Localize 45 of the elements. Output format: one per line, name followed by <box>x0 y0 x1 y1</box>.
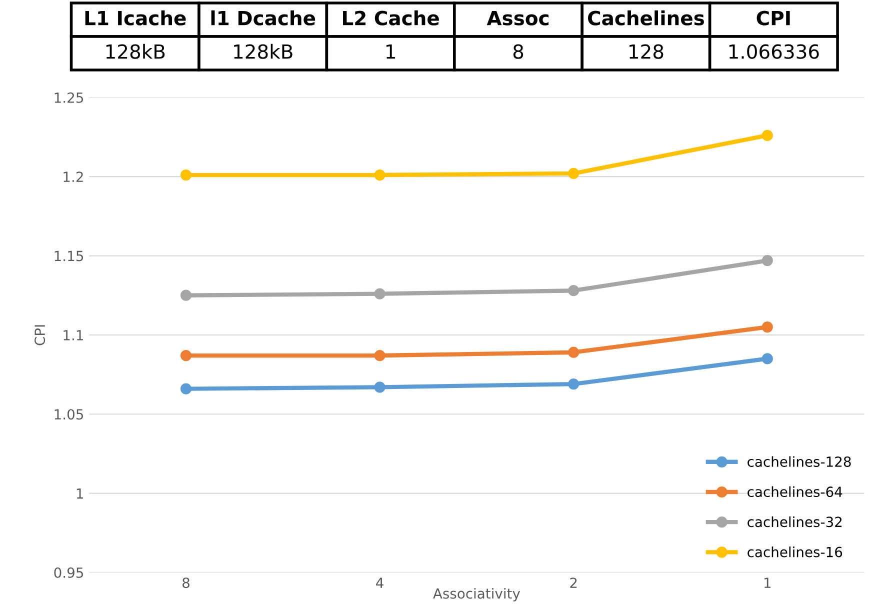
x-tick-label: 2 <box>570 578 577 588</box>
point <box>568 378 580 390</box>
point <box>762 130 773 141</box>
text: 1 <box>386 44 395 59</box>
text: Cachelines <box>588 10 704 26</box>
legend-label: cachelines-32 <box>748 516 842 528</box>
x-tick-label: 1 <box>764 578 771 588</box>
point <box>374 350 386 362</box>
x-axis-title: Associativity <box>433 588 520 602</box>
y-tick-label: 1.15 <box>54 250 84 262</box>
text: L2 Cache <box>343 10 439 26</box>
point <box>180 383 192 394</box>
text: 128kB <box>106 44 165 59</box>
point <box>374 382 386 393</box>
point <box>762 321 773 333</box>
x-tick-label: 8 <box>182 578 190 588</box>
text: 128 <box>630 44 664 59</box>
legend-label: cachelines-16 <box>748 546 842 558</box>
text: l1 Dcache <box>211 10 316 26</box>
point <box>568 168 580 179</box>
point <box>568 285 580 296</box>
text: Assoc <box>486 10 549 26</box>
y-tick-label: 1.25 <box>54 92 84 103</box>
point <box>568 346 580 358</box>
point <box>374 288 386 300</box>
y-tick-label: 0.95 <box>54 567 84 578</box>
x-tick-label: 4 <box>376 578 384 588</box>
y-tick-label: 1.2 <box>64 172 83 182</box>
legend-label: cachelines-128 <box>748 456 851 467</box>
point <box>374 169 386 181</box>
text: CPI <box>756 10 790 26</box>
point <box>762 353 773 364</box>
y-tick-label: 1.1 <box>64 330 83 340</box>
legend-label: cachelines-64 <box>748 486 842 498</box>
text: L1 Icache <box>85 10 186 26</box>
y-tick-label: 1.05 <box>54 409 84 420</box>
point <box>180 350 192 362</box>
point <box>762 254 773 266</box>
y-axis-title: CPI <box>34 325 46 346</box>
text: 1.066336 <box>729 44 819 59</box>
text: 128kB <box>234 44 292 59</box>
point <box>180 169 192 181</box>
y-tick-label: 1 <box>76 488 83 499</box>
point <box>180 290 192 301</box>
text: 8 <box>513 44 524 59</box>
